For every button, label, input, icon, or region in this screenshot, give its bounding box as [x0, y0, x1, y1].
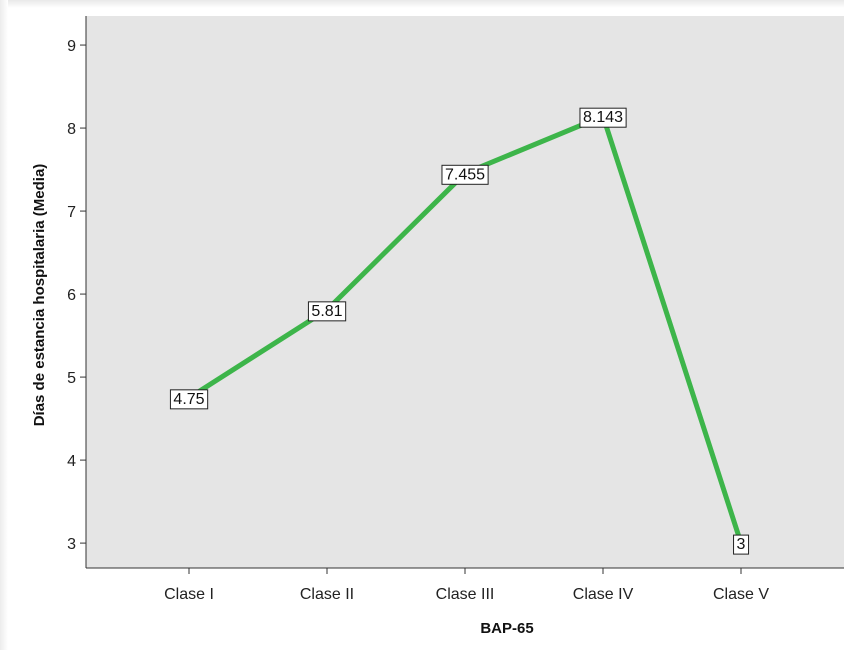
- data-label-box: [441, 164, 489, 185]
- y-tick-label: 8: [67, 121, 76, 138]
- data-labels: 4.75 5.81 7.455 8.143 3: [169, 107, 750, 555]
- data-label: 3: [733, 534, 750, 555]
- plot-area: [86, 16, 844, 568]
- x-axis-title: BAP-65: [480, 620, 533, 637]
- data-label-text: 3: [737, 536, 746, 553]
- y-tick-label: 9: [67, 38, 76, 55]
- y-tick-label: 7: [67, 204, 76, 221]
- data-label: 4.75: [169, 389, 209, 410]
- x-axis: Clase I Clase II Clase III Clase IV Clase V: [164, 568, 769, 603]
- data-label-box: [733, 534, 750, 555]
- data-label: 5.81: [307, 301, 347, 322]
- data-label-text: 7.455: [445, 166, 485, 183]
- x-tick-label: Clase IV: [573, 586, 634, 603]
- x-tick-label: Clase I: [164, 586, 214, 603]
- data-label-text: 5.81: [311, 303, 342, 320]
- x-tick-label: Clase III: [436, 586, 495, 603]
- y-axis-title: Días de estancia hospitalaria (Media): [31, 164, 48, 427]
- data-label-text: 8.143: [583, 109, 623, 126]
- data-label-box: [307, 301, 347, 322]
- data-label: 8.143: [579, 107, 627, 128]
- y-tick-label: 3: [67, 536, 76, 553]
- data-label-box: [579, 107, 627, 128]
- y-tick-label: 4: [67, 453, 76, 470]
- data-label: 7.455: [441, 164, 489, 185]
- x-tick-label: Clase II: [300, 586, 354, 603]
- data-label-box: [169, 389, 209, 410]
- data-label-text: 4.75: [173, 391, 204, 408]
- y-tick-label: 6: [67, 287, 76, 304]
- y-tick-label: 5: [67, 370, 76, 387]
- y-axis: 3 4 5 6 7 8 9: [67, 38, 86, 553]
- x-tick-label: Clase V: [713, 586, 769, 603]
